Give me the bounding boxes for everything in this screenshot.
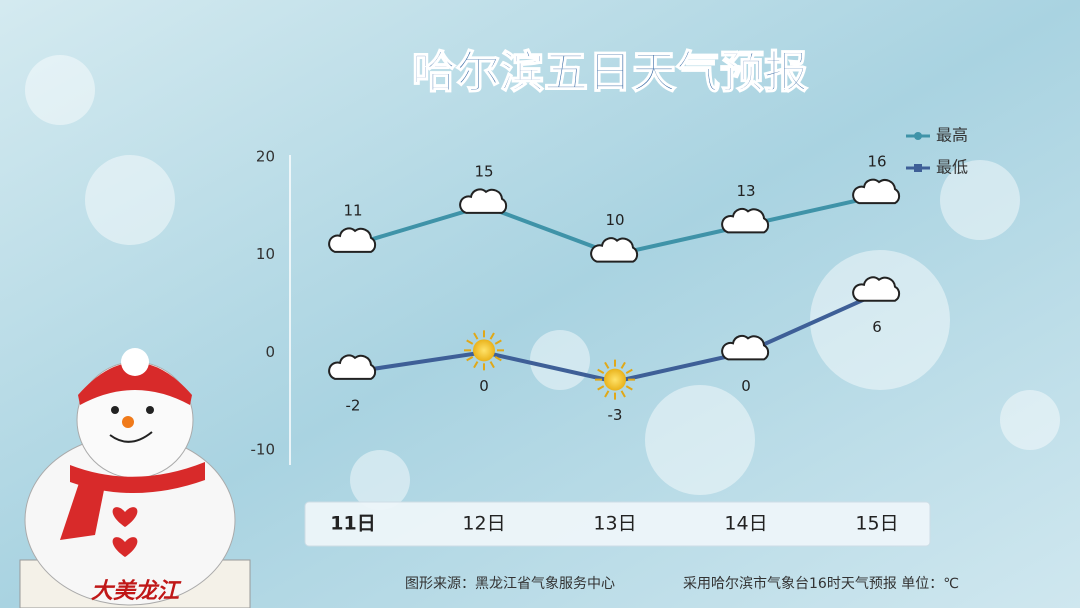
data-label: 15 <box>474 162 493 180</box>
sun-ray <box>625 368 633 374</box>
sun-ray <box>620 390 626 398</box>
x-tick-label: 14日 <box>724 513 767 535</box>
data-label: 10 <box>605 211 624 229</box>
sun-ray <box>489 332 495 340</box>
data-label: 11 <box>343 201 362 219</box>
sun-ray <box>494 355 502 362</box>
cloud-icon <box>852 178 901 205</box>
sun-icon <box>604 368 626 391</box>
x-tick-label: 11日 <box>330 513 375 535</box>
sun-ray <box>597 385 605 391</box>
sun-ray <box>625 385 633 391</box>
data-label: -2 <box>346 396 361 414</box>
snowman <box>19 348 251 609</box>
sun-ray <box>494 339 502 345</box>
cloud-icon <box>328 354 377 380</box>
weather-icon <box>328 354 377 380</box>
y-tick-label: -10 <box>251 441 276 459</box>
y-tick-label: 0 <box>265 343 275 361</box>
sun-ray <box>604 390 610 398</box>
x-tick-label: 12日 <box>462 513 505 535</box>
data-label: 6 <box>872 318 882 336</box>
cloud-icon <box>459 188 508 214</box>
sun-icon <box>473 339 495 362</box>
note: 采用哈尔滨市气象台16时天气预报 单位：℃ <box>683 575 959 592</box>
legend-marker <box>914 164 922 172</box>
y-tick-label: 10 <box>256 245 275 263</box>
legend-label: 最高 <box>936 126 968 145</box>
weather-icon <box>721 334 770 361</box>
category-bar <box>304 501 931 547</box>
weather-icon <box>852 178 901 205</box>
x-tick-label: 15日 <box>855 513 898 535</box>
sun-ray <box>597 368 605 374</box>
sun-ray <box>473 361 479 369</box>
sun-ray <box>620 361 626 369</box>
y-tick-label: 20 <box>256 148 275 166</box>
cloud-icon <box>721 207 770 234</box>
sun-ray <box>466 339 474 345</box>
legend-label: 最低 <box>936 158 968 177</box>
chart-title: 哈尔滨五日天气预报 <box>412 47 808 98</box>
weather-icon <box>459 188 508 214</box>
weather-icon <box>464 330 504 371</box>
cloud-icon <box>328 227 377 253</box>
sun-ray <box>473 332 479 340</box>
x-tick-label: 13日 <box>593 513 636 535</box>
weather-icon <box>721 207 770 234</box>
cloud-icon <box>852 276 901 302</box>
weather-icon <box>852 276 901 302</box>
data-label: 16 <box>867 153 886 171</box>
data-label: 0 <box>479 377 489 395</box>
weather-icon <box>328 227 377 253</box>
cloud-icon <box>590 237 639 263</box>
cloud-icon <box>721 334 770 361</box>
weather-icon <box>595 359 635 400</box>
data-label: 0 <box>741 377 751 395</box>
data-label: -3 <box>608 406 623 424</box>
badge: 大美龙江 <box>91 578 182 604</box>
weather-icon <box>590 237 639 263</box>
data-label: 13 <box>736 182 755 200</box>
legend-marker <box>914 132 922 140</box>
source: 图形来源：黑龙江省气象服务中心 <box>405 576 615 592</box>
sun-ray <box>489 361 495 369</box>
sun-ray <box>604 361 610 369</box>
snowflakes <box>25 55 1060 510</box>
sun-ray <box>466 355 474 362</box>
